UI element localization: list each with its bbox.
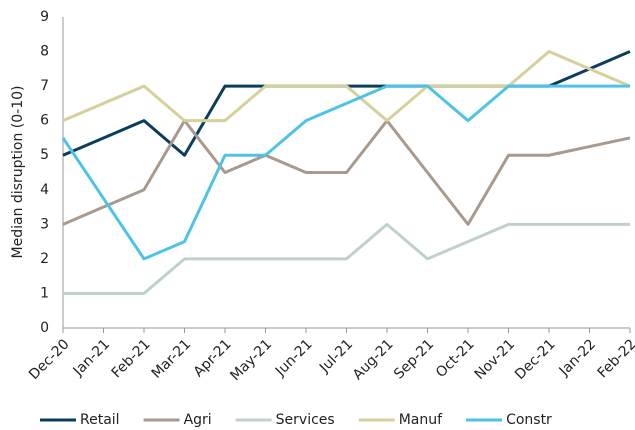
x-tick-label: Mar-21 [149, 336, 195, 382]
x-tick-label: Jan-21 [70, 336, 113, 379]
x-tick-label: Dec-20 [26, 336, 73, 383]
line-series [62, 50, 631, 123]
x-tick-label: Oct-21 [433, 336, 478, 381]
y-tick-label: 2 [40, 251, 49, 267]
x-tick-label: Feb-21 [109, 336, 154, 381]
x-tick-label: Aug-21 [350, 336, 397, 383]
x-tick-label: Jun-21 [272, 336, 316, 380]
y-tick-label: 8 [40, 44, 49, 60]
line-series [62, 119, 631, 226]
legend-label: Constr [506, 412, 552, 428]
x-tick-label: Jan-22 [556, 336, 599, 379]
y-tick-label: 3 [40, 216, 49, 232]
legend-label: Agri [184, 412, 212, 428]
y-tick-label: 5 [40, 147, 49, 163]
y-tick-label: 1 [40, 285, 49, 301]
x-tick-label: Dec-21 [512, 336, 559, 383]
y-tick-label: 4 [40, 182, 49, 198]
y-tick-label: 0 [40, 320, 49, 336]
x-tick-label: Nov-21 [472, 336, 519, 383]
legend-label: Retail [80, 412, 120, 428]
line-series [63, 222, 630, 295]
y-tick-label: 6 [40, 113, 49, 129]
x-tick-label: Feb-22 [595, 336, 635, 381]
y-tick-label: 9 [40, 9, 49, 25]
y-tick-label: 7 [40, 78, 49, 94]
y-axis-label: Median disruption (0-10) [10, 86, 26, 259]
legend-label: Manuf [399, 412, 443, 428]
x-tick-label: Sep-21 [391, 336, 437, 382]
x-tick-label: May-21 [227, 336, 275, 384]
legend-label: Services [276, 412, 335, 428]
line-series [61, 84, 630, 261]
